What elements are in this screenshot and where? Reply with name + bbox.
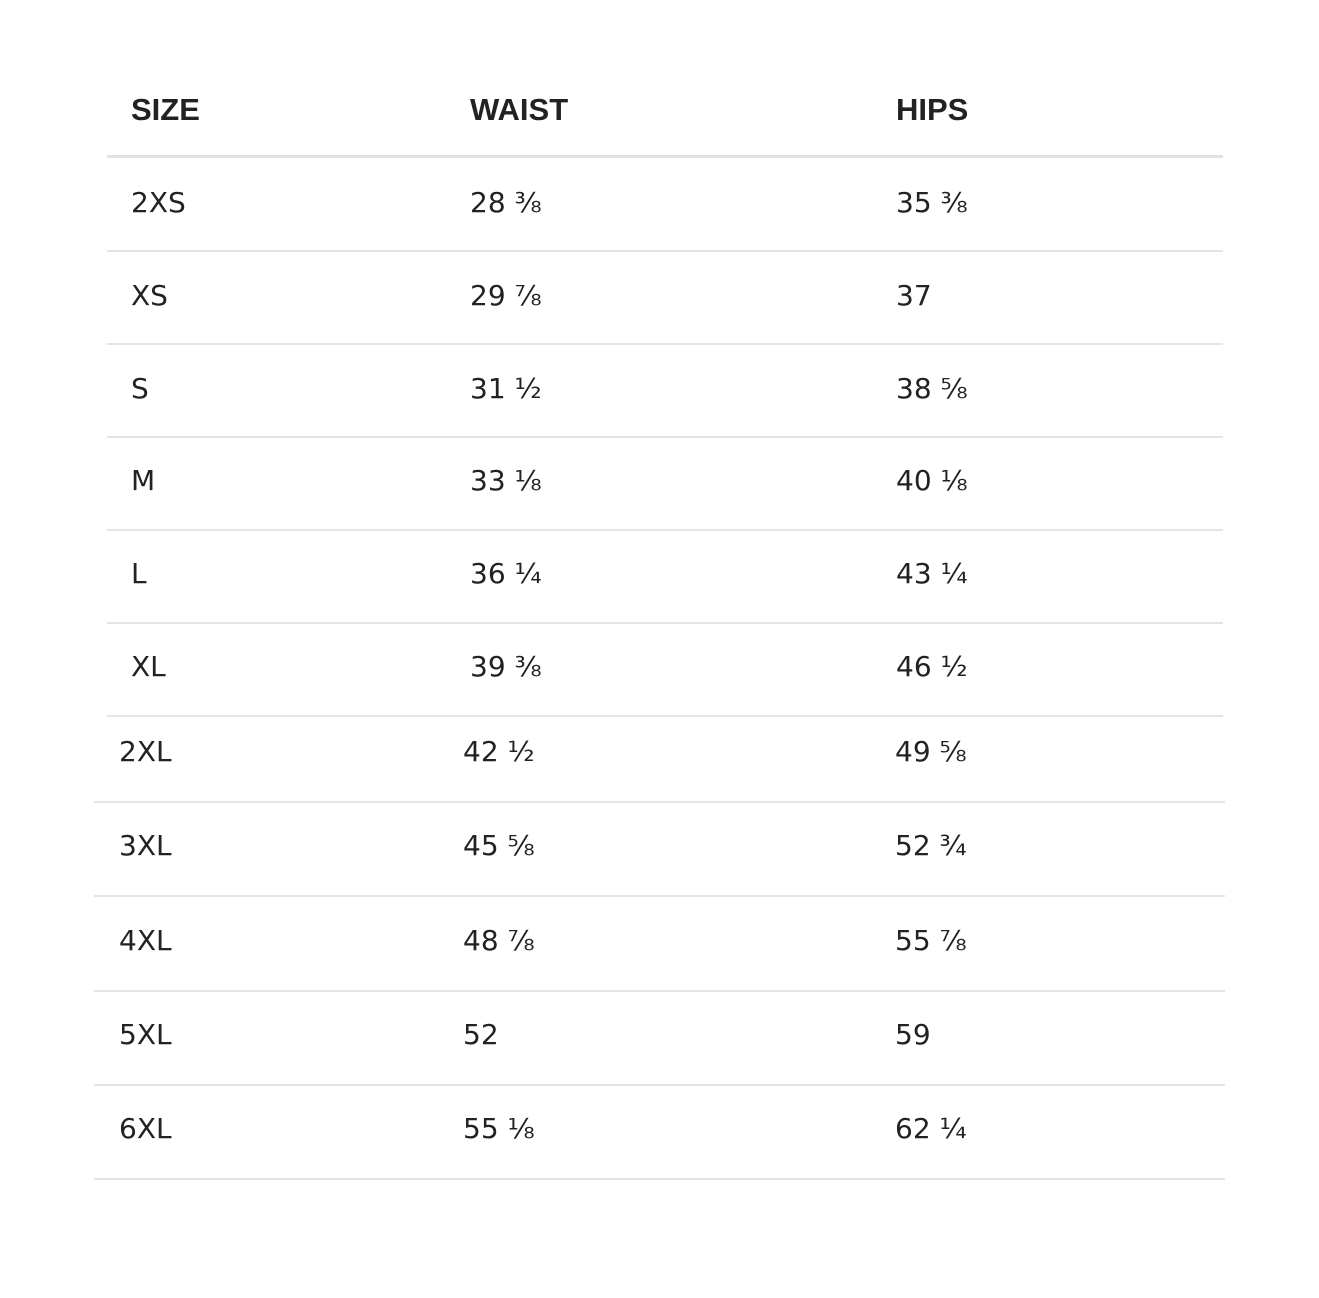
size-cell: L [131, 557, 147, 591]
row-divider [94, 1178, 1225, 1181]
size-cell: 2XL [119, 735, 172, 768]
waist-cell: 45 ⅝ [463, 829, 535, 863]
size-cell: 5XL [119, 1017, 172, 1051]
size-header: SIZE [131, 92, 200, 127]
hips-cell: 37 [896, 278, 932, 312]
hips-header: HIPS [896, 92, 969, 127]
waist-cell: 31 ½ [470, 371, 542, 405]
size-cell: M [131, 464, 156, 498]
hips-cell: 59 [895, 1017, 931, 1051]
waist-cell: 55 ⅛ [463, 1112, 535, 1146]
row-divider [107, 622, 1223, 624]
size-cell: 2XS [131, 186, 186, 219]
size-cell: 4XL [119, 923, 172, 957]
row-divider [94, 895, 1225, 898]
hips-cell: 52 ¾ [895, 829, 967, 863]
row-divider [107, 529, 1223, 531]
row-divider [107, 250, 1223, 252]
waist-cell: 52 [463, 1017, 499, 1051]
size-cell: S [131, 371, 149, 405]
row-divider [94, 801, 1225, 803]
hips-cell: 46 ½ [896, 650, 968, 683]
size-cell: 3XL [119, 829, 172, 863]
waist-cell: 33 ⅛ [470, 464, 542, 498]
waist-cell: 36 ¼ [470, 557, 542, 591]
row-divider [94, 1083, 1225, 1086]
waist-cell: 28 ⅜ [470, 186, 542, 219]
waist-header: WAIST [470, 92, 569, 127]
size-cell: XL [131, 650, 166, 683]
size-cell: XS [131, 278, 168, 312]
waist-cell: 42 ½ [463, 735, 535, 768]
waist-cell: 48 ⅞ [463, 923, 535, 957]
hips-cell: 62 ¼ [895, 1112, 967, 1146]
hips-cell: 43 ¼ [896, 557, 968, 591]
size-cell: 6XL [119, 1112, 172, 1146]
hips-cell: 40 ⅛ [896, 464, 968, 498]
waist-cell: 39 ⅜ [470, 650, 542, 683]
hips-cell: 35 ⅜ [896, 186, 968, 219]
hips-cell: 38 ⅝ [896, 371, 968, 405]
waist-cell: 29 ⅞ [470, 278, 542, 312]
row-divider [94, 989, 1225, 992]
hips-cell: 55 ⅞ [895, 923, 967, 957]
hips-cell: 49 ⅝ [895, 735, 967, 768]
row-divider [107, 715, 1223, 717]
row-divider [107, 436, 1223, 438]
header-divider [107, 155, 1223, 158]
row-divider [107, 343, 1223, 345]
